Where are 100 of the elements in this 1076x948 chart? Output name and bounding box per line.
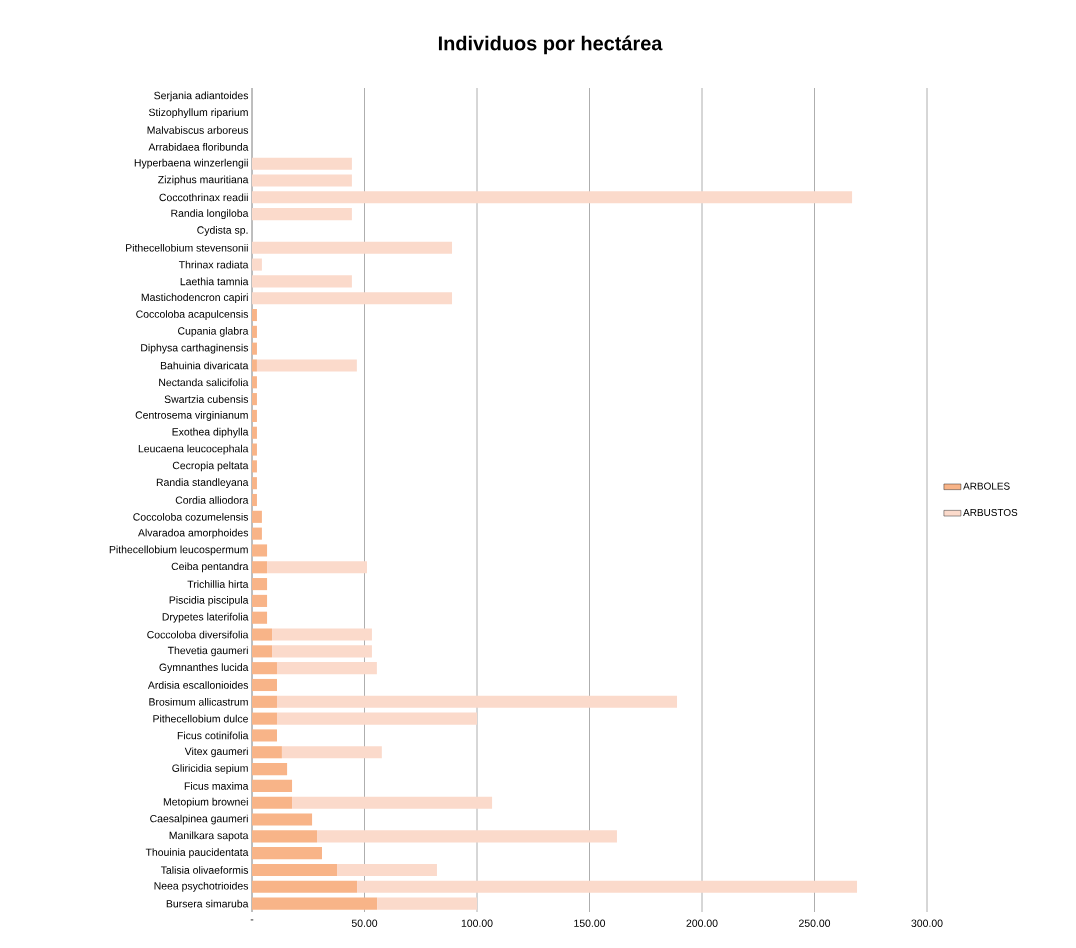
bar <box>272 628 372 641</box>
y-tick-label: Nectanda salicifolia <box>159 378 249 387</box>
bar <box>252 460 257 473</box>
bar <box>281 746 382 759</box>
y-tick-label: Pithecellobium dulce <box>153 714 248 723</box>
y-tick-label: Coccoloba diversifolia <box>147 630 249 639</box>
bar <box>252 426 257 439</box>
y-tick-label: Cupania glabra <box>178 326 249 337</box>
y-tick-label: Metopium brownei <box>163 797 248 808</box>
bar <box>252 275 352 288</box>
bar <box>267 561 367 574</box>
y-tick-label: Hyperbaena winzerlengii <box>134 158 248 169</box>
y-tick-label: Piscidia piscipula <box>169 596 249 606</box>
bar <box>252 527 262 540</box>
bar <box>252 863 338 877</box>
x-tick-label: 150.00 <box>574 919 606 927</box>
bar <box>252 880 358 893</box>
bar <box>252 763 288 776</box>
y-tick-label: Bursera simaruba <box>166 899 249 908</box>
x-tick-label: 50.00 <box>351 919 378 927</box>
bar <box>252 191 853 204</box>
bar <box>252 477 257 490</box>
y-tick-label: Stizophyllum riparium <box>148 108 248 119</box>
bar <box>252 544 268 557</box>
y-tick-label: Ziziphus mauritiana <box>158 175 249 186</box>
bar <box>252 628 273 641</box>
y-tick-label: Trichillia hirta <box>187 580 249 588</box>
y-tick-label: Mastichodencron capiri <box>141 293 248 304</box>
y-tick-label: Vitex gaumeri <box>184 747 248 758</box>
bar <box>252 813 313 826</box>
y-tick-label: Coccoloba acapulcensis <box>136 310 249 320</box>
y-tick-label: Leucaena leucocephala <box>138 444 249 455</box>
bar <box>252 157 352 170</box>
y-tick-label: Randia standleyana <box>156 478 249 489</box>
bar <box>317 830 617 843</box>
x-tick-label: 300.00 <box>911 919 943 927</box>
bar <box>252 325 257 338</box>
y-tick-label: Exothea diphylla <box>172 427 249 438</box>
y-tick-label: Coccoloba cozumelensis <box>133 512 249 521</box>
y-tick-label: Thrinax radiata <box>178 260 249 269</box>
y-tick-label: Thouinia paucidentata <box>145 848 249 859</box>
y-tick-label: Pithecellobium leucospermum <box>109 545 248 556</box>
y-tick-label: Coccothrinax readii <box>159 193 248 202</box>
y-tick-label: Centrosema virginianum <box>135 411 248 421</box>
bar <box>252 729 277 742</box>
x-tick-label: 100.00 <box>461 919 493 927</box>
bar <box>252 510 262 523</box>
bar <box>252 847 322 860</box>
y-tick-label: Serjania adiantoides <box>154 91 249 102</box>
x-tick-label: - <box>250 919 254 921</box>
y-tick-label: Cordia alliodora <box>175 496 249 504</box>
bar <box>252 174 352 187</box>
legend-label: ARBUSTOS <box>963 508 1018 517</box>
y-tick-label: Cydista sp. <box>197 226 248 236</box>
y-tick-label: Neea psychotrioides <box>154 881 249 892</box>
bar <box>252 359 257 372</box>
bar <box>252 830 318 843</box>
y-tick-label: Swartzia cubensis <box>164 395 249 403</box>
bar <box>252 342 257 355</box>
y-tick-label: Diphysa carthaginensis <box>141 343 249 354</box>
bar <box>276 695 678 708</box>
y-tick-label: Malvabiscus arboreus <box>147 126 249 134</box>
bar <box>252 662 277 675</box>
bar <box>357 880 858 893</box>
bar <box>252 241 453 254</box>
bar <box>252 308 257 322</box>
y-tick-label: Alvaradoa amorphoides <box>138 528 249 539</box>
bar <box>276 712 477 725</box>
y-tick-label: Cecropia peltata <box>172 461 249 472</box>
bar <box>252 493 257 507</box>
bar <box>292 796 493 809</box>
bar <box>252 779 293 792</box>
chart-title: Individuos por hectárea <box>438 35 663 55</box>
bar <box>252 258 262 271</box>
y-tick-label: Ardisia escallonioides <box>147 681 249 689</box>
bar <box>252 393 257 406</box>
bar <box>272 645 372 658</box>
bar <box>252 409 257 422</box>
y-tick-label: Arrabidaea floribunda <box>148 143 249 151</box>
bar <box>252 594 268 607</box>
y-tick-label: Ceiba pentandra <box>171 562 249 573</box>
bar <box>252 292 453 305</box>
bar <box>276 662 377 675</box>
y-tick-label: Gliricidia sepium <box>172 764 248 774</box>
y-tick-label: Caesalpinea gaumeri <box>150 814 248 825</box>
bar <box>252 796 293 809</box>
bar <box>252 376 257 389</box>
bar <box>256 359 357 372</box>
bar <box>252 897 378 910</box>
bar <box>252 678 277 692</box>
y-tick-label: Randia longiloba <box>171 209 249 219</box>
bar <box>252 208 352 221</box>
bar <box>252 578 268 591</box>
bar <box>252 645 273 658</box>
y-tick-label: Ficus maxima <box>184 782 249 790</box>
bar <box>252 746 282 759</box>
bar <box>252 712 277 725</box>
y-tick-label: Ficus cotinifolia <box>177 731 249 740</box>
y-tick-label: Manilkara sapota <box>169 831 249 842</box>
y-tick-label: Bahuinia divaricata <box>160 361 249 370</box>
